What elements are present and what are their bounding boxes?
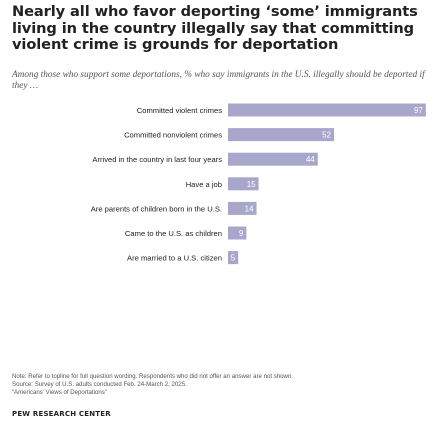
value-label: 15 (247, 180, 256, 189)
brand-logo-text: PEW RESEARCH CENTER (12, 410, 111, 418)
category-label: Arrived in the country in last four year… (92, 155, 222, 164)
bar (228, 226, 247, 240)
bar (228, 201, 257, 215)
bar (228, 177, 259, 191)
category-label: Are parents of children born in the U.S. (91, 204, 222, 213)
value-label: 5 (231, 254, 236, 263)
bar (228, 103, 426, 117)
value-label: 14 (245, 204, 254, 213)
chart-notes: Note: Refer to topline for full question… (12, 373, 432, 397)
bar (228, 128, 335, 142)
report-title: “Americans’ Views of Deportations” (12, 389, 107, 396)
chart-subtitle: Among those who support some deportation… (12, 70, 425, 91)
category-label: Have a job (186, 180, 222, 189)
value-label: 97 (414, 106, 423, 115)
category-label: Are married to a U.S. citizen (127, 254, 222, 263)
value-label: 52 (322, 131, 331, 140)
bar (228, 152, 318, 166)
category-label: Came to the U.S. as children (125, 229, 222, 238)
category-label: Committed violent crimes (137, 106, 222, 115)
value-label: 44 (306, 155, 315, 164)
chart-title: Nearly all who favor deporting ‘some’ im… (12, 3, 418, 53)
source-text: Source: Survey of U.S. adults conducted … (12, 381, 187, 388)
note-text: Note: Refer to topline for full question… (12, 373, 294, 380)
value-label: 9 (239, 229, 244, 238)
category-label: Committed nonviolent crimes (124, 131, 222, 140)
bar (228, 251, 239, 265)
